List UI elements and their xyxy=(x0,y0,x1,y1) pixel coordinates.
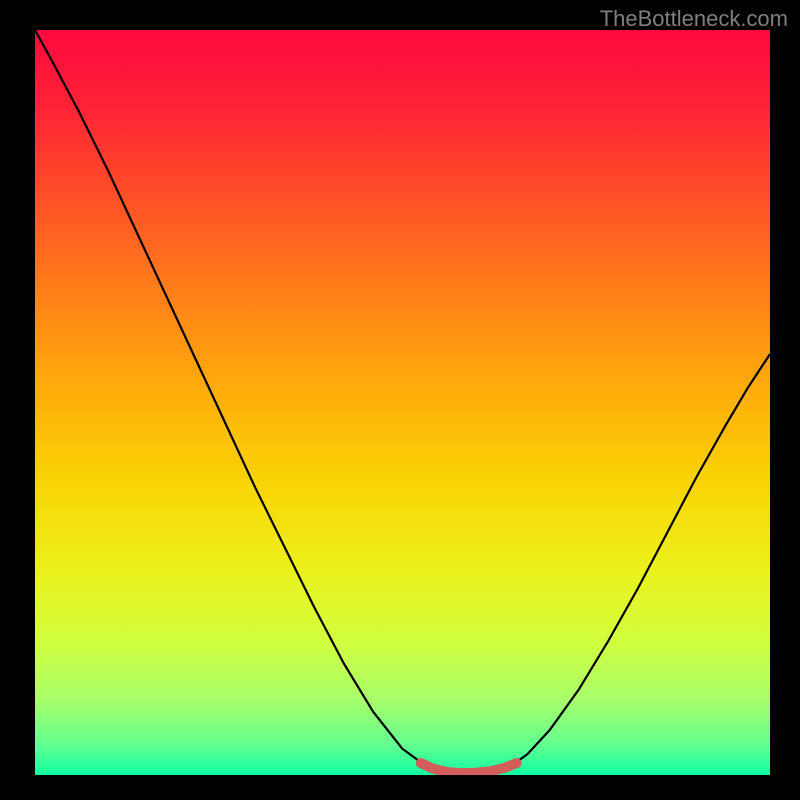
gradient-background xyxy=(35,30,770,775)
plot-svg xyxy=(35,30,770,775)
watermark-text: TheBottleneck.com xyxy=(600,6,788,32)
plot-area xyxy=(35,30,770,775)
highlight-endpoint-left xyxy=(416,758,426,768)
chart-frame: TheBottleneck.com xyxy=(0,0,800,800)
highlight-endpoint-right xyxy=(511,758,521,768)
